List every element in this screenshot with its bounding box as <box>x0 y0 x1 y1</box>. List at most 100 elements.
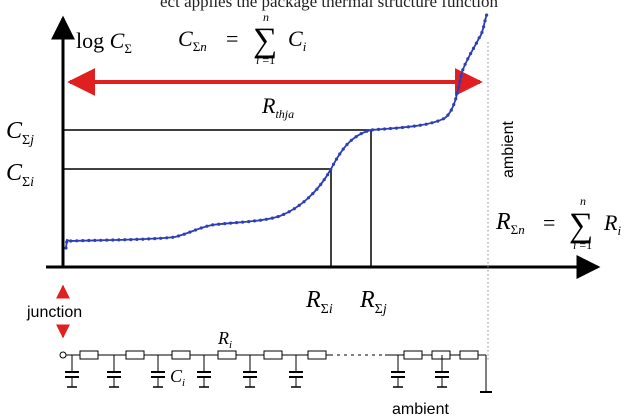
svg-text:Ci: Ci <box>288 26 307 54</box>
curve-point <box>463 62 467 66</box>
curve-point <box>264 217 268 221</box>
curve-point <box>359 132 363 136</box>
r-sigma-i-label: RΣi <box>305 287 333 317</box>
curve-point <box>474 41 478 45</box>
curve-point <box>483 19 487 23</box>
curve-point <box>258 218 263 222</box>
curve-point <box>457 85 461 89</box>
curve-point <box>159 236 163 240</box>
curve-point <box>334 157 339 161</box>
svg-text:n: n <box>580 194 586 208</box>
curve-point <box>331 162 336 166</box>
svg-text:i =1: i =1 <box>256 53 275 67</box>
curve-point <box>64 246 68 250</box>
curve-point <box>365 129 369 133</box>
curve-point <box>441 117 445 121</box>
curve-point <box>471 46 476 51</box>
curve-point <box>436 119 440 123</box>
curve-point <box>65 240 69 244</box>
curve-point <box>81 239 85 243</box>
ri-label: Ri <box>217 328 232 351</box>
curve-point <box>105 238 109 242</box>
curve-point <box>424 122 428 126</box>
curve-point <box>188 230 192 234</box>
curve-point <box>306 196 311 200</box>
curve-point <box>199 226 203 230</box>
curve-point <box>446 113 450 117</box>
curve-point <box>338 152 342 156</box>
curve-point <box>469 52 473 56</box>
curve-point <box>117 238 121 242</box>
curve-point <box>302 200 306 204</box>
curve-point <box>449 108 453 112</box>
curve-point <box>69 239 73 243</box>
curve-point <box>376 127 381 131</box>
curve-point <box>311 192 315 196</box>
curve-point <box>252 219 257 223</box>
curve-point <box>297 203 301 207</box>
resistance-sum-formula: RΣn = ∑ n i =1 Ri <box>495 194 621 252</box>
curve-point <box>345 142 349 147</box>
ci-label: Ci <box>170 366 185 389</box>
curve-point <box>315 187 319 191</box>
curve-point <box>466 57 470 61</box>
curve-point <box>461 68 465 72</box>
curve-point <box>205 224 209 228</box>
curve-point <box>341 147 345 151</box>
resistor <box>459 350 479 360</box>
curve-point <box>165 236 169 240</box>
curve-point <box>418 123 422 127</box>
curve-point <box>382 127 387 131</box>
curve-point <box>406 125 410 129</box>
curve-point <box>400 125 405 130</box>
curve-point <box>388 126 393 131</box>
curve-point <box>354 135 358 139</box>
resistor <box>263 350 283 360</box>
curve-point <box>135 237 139 241</box>
y-axis-label: log CΣ <box>76 28 132 56</box>
svg-text:=: = <box>226 26 238 51</box>
junction-label: junction <box>26 304 82 321</box>
curve-point <box>193 228 198 232</box>
curve-point <box>235 221 239 225</box>
svg-text:∑: ∑ <box>569 207 593 244</box>
curve-point <box>241 220 245 224</box>
curve-point <box>319 182 323 187</box>
curve-point <box>111 238 115 242</box>
curve-point <box>182 232 186 236</box>
curve-point <box>75 239 79 243</box>
curve-point <box>247 220 251 224</box>
resistor <box>217 350 237 360</box>
resistor <box>431 350 451 360</box>
curve-point <box>287 210 291 214</box>
resistor <box>125 350 145 360</box>
c-sigma-j-label: CΣj <box>6 118 34 148</box>
curve-point <box>123 238 127 242</box>
curve-point <box>349 138 353 142</box>
curve-point <box>292 207 296 211</box>
svg-text:=: = <box>543 210 555 235</box>
curve-point <box>176 234 181 238</box>
curve-point <box>412 124 416 128</box>
curve-point <box>147 237 151 241</box>
curve-point <box>171 235 175 239</box>
junction-terminal <box>59 351 67 359</box>
resistor <box>403 350 423 360</box>
curve-point <box>452 103 456 107</box>
svg-text:RΣn: RΣn <box>495 209 525 237</box>
curve-point <box>93 238 97 242</box>
curve-point <box>217 222 221 226</box>
curve-point <box>99 238 103 242</box>
svg-text:i =1: i =1 <box>573 238 592 252</box>
ambient-vertical-label: ambient <box>500 121 517 178</box>
curve-points <box>64 13 489 250</box>
capacitance-sum-formula: CΣn = ∑ n i =1 Ci <box>178 10 307 67</box>
curve-point <box>153 237 157 241</box>
curve-point <box>329 168 333 172</box>
curve-point <box>454 97 458 101</box>
curve-point <box>482 25 486 29</box>
curve-point <box>223 222 227 226</box>
r-sigma-j-label: RΣj <box>359 287 387 317</box>
